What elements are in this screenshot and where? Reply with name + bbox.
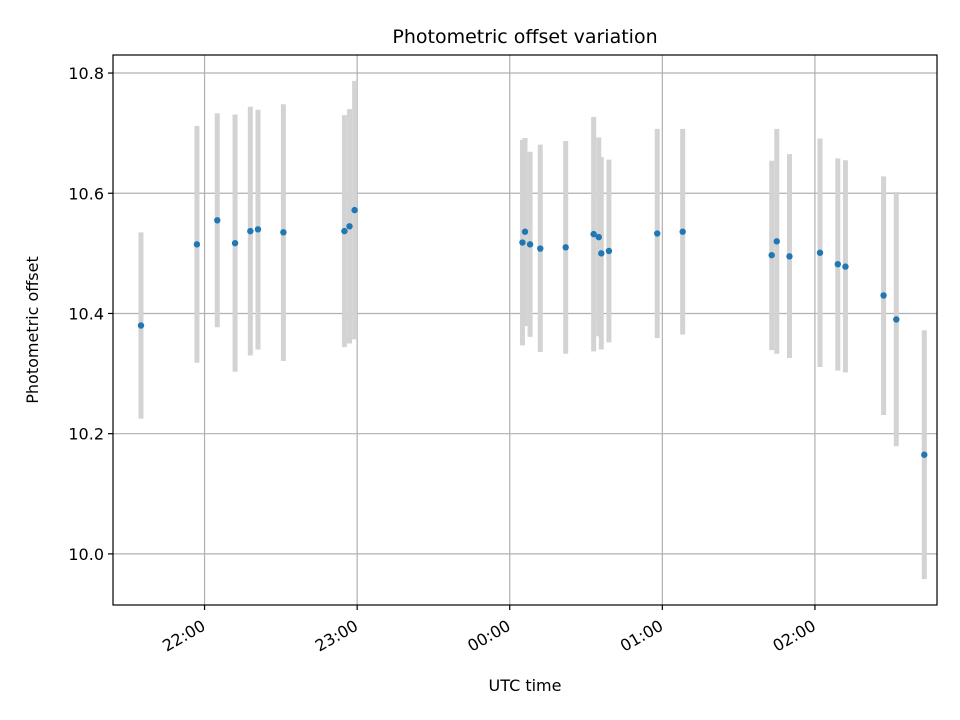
data-point — [595, 233, 602, 241]
data-point — [137, 322, 145, 329]
data-point — [231, 239, 239, 247]
y-tick-label: 10.2 — [68, 425, 104, 444]
data-point — [521, 228, 529, 235]
data-point — [526, 241, 534, 248]
chart-title: Photometric offset variation — [392, 26, 657, 48]
data-point — [654, 230, 661, 237]
y-tick-label: 10.0 — [68, 545, 104, 564]
data-point — [214, 217, 221, 224]
data-point — [346, 223, 353, 230]
data-point — [519, 239, 526, 246]
data-point — [605, 247, 613, 255]
data-point — [786, 253, 793, 260]
data-point — [598, 250, 605, 257]
data-point — [537, 245, 544, 252]
y-axis-label: Photometric offset — [23, 256, 42, 404]
y-tick-label: 10.6 — [68, 184, 104, 203]
data-point — [816, 249, 824, 256]
data-point — [193, 241, 201, 248]
y-tick-label: 10.4 — [68, 304, 104, 323]
data-point — [893, 316, 900, 323]
data-point — [834, 260, 842, 268]
x-axis-label: UTC time — [489, 676, 562, 695]
data-point — [768, 251, 775, 259]
data-point — [341, 227, 348, 235]
data-point — [280, 229, 287, 236]
y-axis: 10.0 10.2 10.4 10.6 10.8 — [68, 64, 113, 564]
data-point — [590, 230, 597, 238]
data-point — [921, 451, 928, 458]
y-tick-label: 10.8 — [68, 64, 104, 83]
plot-frame — [112, 54, 938, 606]
data-point — [351, 206, 358, 214]
data-points — [137, 206, 928, 458]
data-point — [880, 292, 887, 299]
data-point — [773, 238, 780, 245]
data-point — [842, 263, 849, 270]
data-point — [562, 244, 569, 251]
data-point — [247, 227, 254, 235]
data-point — [679, 228, 686, 235]
data-point — [254, 226, 262, 233]
